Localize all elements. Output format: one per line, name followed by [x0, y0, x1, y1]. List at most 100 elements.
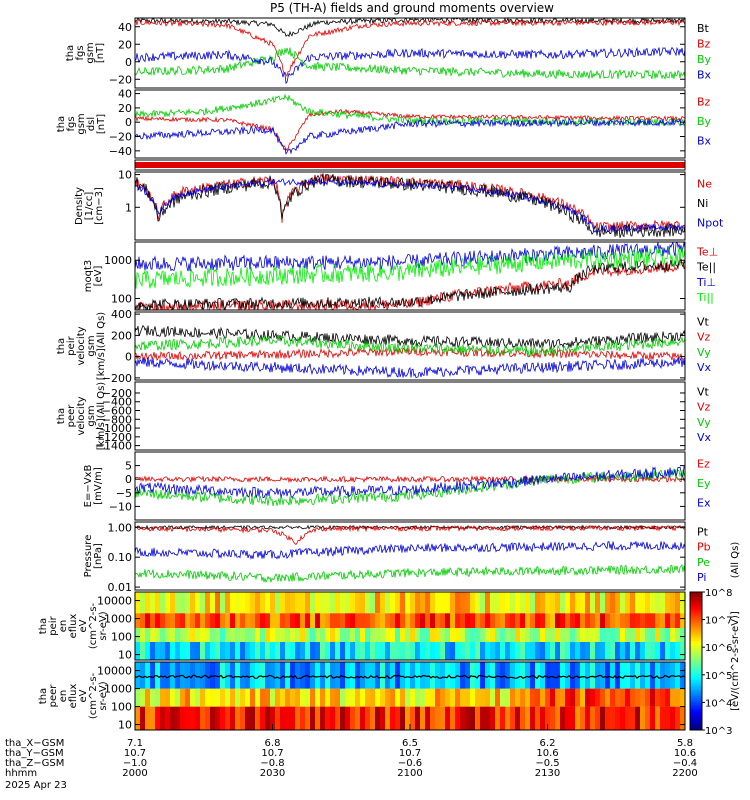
heatmap-cell: [425, 627, 431, 643]
heatmap-cell: [335, 662, 341, 689]
heatmap-cell: [370, 688, 376, 707]
heatmap-cell: [225, 613, 231, 628]
heatmap-cell: [170, 706, 176, 730]
heatmap-cell: [380, 627, 386, 643]
heatmap-cell: [225, 592, 231, 614]
heatmap-cell: [315, 627, 321, 643]
colorbar-cell: [690, 716, 702, 719]
series-line-Vy: [135, 335, 685, 357]
colorbar-cell: [690, 635, 702, 639]
heatmap-cell: [350, 592, 356, 614]
heatmap-cell: [515, 688, 521, 707]
heatmap-cell: [150, 662, 156, 689]
heatmap-cell: [175, 706, 181, 730]
heatmap-cell: [470, 706, 476, 730]
colorbar-tick-label: 10^6: [705, 643, 732, 654]
heatmap-cell: [325, 613, 331, 628]
heatmap-cell: [470, 688, 476, 707]
heatmap-cell: [250, 592, 256, 614]
heatmap-cell: [650, 642, 656, 660]
heatmap-cell: [155, 613, 161, 628]
heatmap-cell: [455, 592, 461, 614]
heatmap-cell: [210, 662, 216, 689]
heatmap-cell: [670, 706, 676, 730]
heatmap-cell: [655, 706, 661, 730]
heatmap-cell: [150, 706, 156, 730]
heatmap-cell: [460, 642, 466, 660]
colorbar-cell: [690, 603, 702, 607]
heatmap: [135, 592, 685, 660]
colorbar-tick-label: 10^4: [705, 698, 732, 709]
heatmap-cell: [165, 688, 171, 707]
heatmap-cell: [510, 706, 516, 730]
heatmap-cell: [595, 662, 601, 689]
heatmap-cell: [315, 613, 321, 628]
heatmap-cell: [300, 662, 306, 689]
heatmap-cell: [475, 627, 481, 643]
y-axis-label: velocity: [76, 396, 87, 435]
heatmap-cell: [365, 662, 371, 689]
heatmap-cell: [645, 592, 651, 614]
heatmap-cell: [595, 642, 601, 660]
heatmap-cell: [460, 688, 466, 707]
heatmap-cell: [245, 613, 251, 628]
heatmap-cell: [160, 613, 166, 628]
y-axis-label: [nT]: [95, 43, 106, 63]
y-tick-label: −200: [102, 387, 132, 400]
heatmap-cell: [190, 613, 196, 628]
heatmap-cell: [200, 662, 206, 689]
heatmap-cell: [150, 627, 156, 643]
heatmap-cell: [400, 613, 406, 628]
heatmap-cell: [235, 627, 241, 643]
heatmap-cell: [145, 662, 151, 689]
heatmap-cell: [210, 688, 216, 707]
heatmap-cell: [560, 627, 566, 643]
heatmap-cell: [645, 613, 651, 628]
heatmap-cell: [520, 642, 526, 660]
heatmap-cell: [585, 706, 591, 730]
heatmap-cell: [200, 613, 206, 628]
heatmap-cell: [210, 613, 216, 628]
heatmap-cell: [355, 706, 361, 730]
heatmap-cell: [625, 662, 631, 689]
heatmap-cell: [470, 592, 476, 614]
heatmap-cell: [420, 642, 426, 660]
series-line-Pb: [135, 524, 685, 546]
heatmap-cell: [255, 613, 261, 628]
y-tick-label: −20: [109, 73, 132, 86]
heatmap-cell: [460, 613, 466, 628]
colorbar-cell: [690, 718, 702, 722]
heatmap-cell: [660, 642, 666, 660]
heatmap-cell: [550, 688, 556, 707]
heatmap-cell: [205, 688, 211, 707]
heatmap-cell: [650, 613, 656, 628]
colorbar-cell: [690, 727, 702, 731]
heatmap-cell: [665, 688, 671, 707]
heatmap-cell: [390, 627, 396, 643]
heatmap-cell: [215, 642, 221, 660]
heatmap-cell: [265, 688, 271, 707]
heatmap-cell: [370, 592, 376, 614]
y-axis-label: en: [58, 690, 69, 703]
colorbar-cell: [690, 663, 702, 667]
heatmap-cell: [320, 627, 326, 643]
series-line-Pi: [135, 541, 685, 560]
heatmap-cell: [465, 688, 471, 707]
heatmap-cell: [475, 642, 481, 660]
heatmap-cell: [615, 662, 621, 689]
x-tick-label: 10.6: [536, 748, 558, 759]
legend-entry: Bt: [697, 22, 710, 35]
heatmap-cell: [385, 662, 391, 689]
heatmap-cell: [335, 592, 341, 614]
heatmap-cell: [385, 613, 391, 628]
heatmap-cell: [485, 662, 491, 689]
heatmap-cell: [220, 613, 226, 628]
heatmap-cell: [520, 706, 526, 730]
heatmap-cell: [450, 627, 456, 643]
colorbar-cell: [690, 686, 702, 690]
heatmap-cell: [275, 688, 281, 707]
colorbar-cell: [690, 649, 702, 653]
heatmap-cell: [145, 706, 151, 730]
heatmap-cell: [295, 592, 301, 614]
heatmap-cell: [610, 613, 616, 628]
